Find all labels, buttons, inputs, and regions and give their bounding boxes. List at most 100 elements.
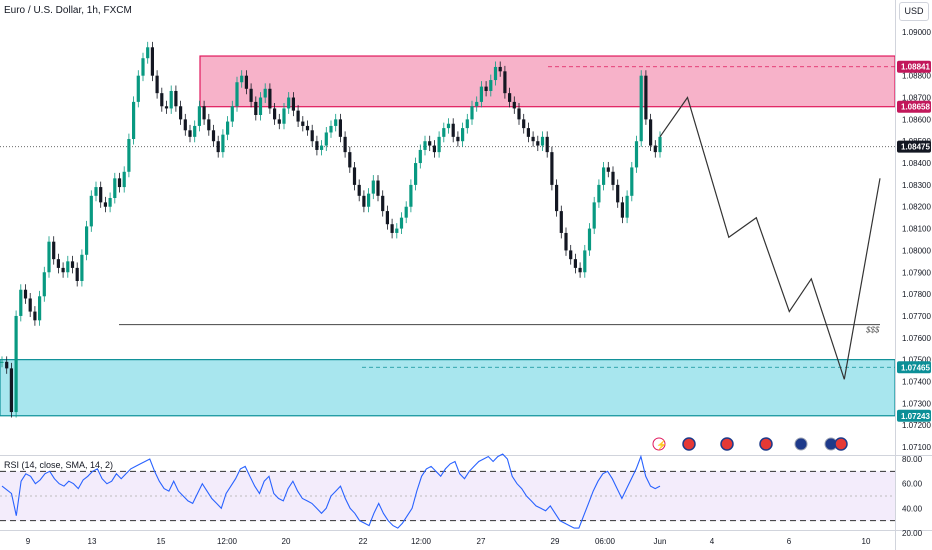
time-tick: 4	[710, 537, 715, 546]
candle-body	[19, 289, 23, 316]
candle-body	[70, 261, 75, 268]
candle-body	[432, 145, 436, 153]
candle-body	[442, 128, 446, 137]
candle-body	[489, 80, 493, 91]
demand-zone	[0, 359, 896, 417]
candle-body	[216, 141, 220, 153]
price-badge	[897, 361, 931, 374]
time-tick: 12:00	[217, 537, 238, 546]
rsi-tick: 80.00	[902, 455, 923, 464]
candle-body	[197, 106, 201, 126]
time-axis[interactable]: 9 13 15 12:00 20 22 12:00 27 29 06:00 Jun 4 6 10	[26, 537, 871, 546]
time-tick: 15	[157, 537, 166, 546]
candle-body	[85, 226, 89, 255]
price-badge	[897, 140, 931, 153]
candle-body	[390, 224, 394, 233]
candle-body	[211, 130, 216, 142]
candle-body	[606, 167, 610, 172]
candle-body	[141, 58, 145, 76]
candle-body	[42, 272, 46, 297]
eu-flag-icon[interactable]	[794, 437, 808, 451]
candle-body	[183, 119, 187, 131]
price-tick: 1.07900	[902, 268, 931, 277]
candle-body	[47, 241, 51, 273]
candle-body	[249, 88, 253, 102]
us-flag-icon[interactable]	[720, 437, 734, 451]
candle-body	[414, 163, 418, 185]
price-badge	[897, 100, 931, 113]
candle-body	[587, 228, 592, 251]
candle-body	[277, 119, 281, 124]
us-flag-icon[interactable]	[834, 437, 848, 451]
candle-body	[348, 152, 352, 168]
us-flag-icon[interactable]	[682, 437, 696, 451]
candle-body	[324, 132, 328, 146]
price-tick: 1.08100	[902, 225, 931, 234]
candle-body	[56, 259, 60, 268]
candle-body	[310, 130, 314, 142]
candle-body	[357, 184, 361, 196]
candle-body	[404, 206, 408, 218]
candle-body	[305, 125, 310, 131]
candle-body	[160, 93, 164, 107]
rsi-label: RSI (14, close, SMA, 14, 2)	[4, 460, 114, 470]
candle-body	[385, 211, 389, 225]
price-badge	[897, 409, 931, 422]
candle-body	[465, 119, 469, 129]
candle-body	[221, 134, 225, 153]
candle-body	[287, 97, 291, 109]
candle-body	[273, 108, 277, 120]
currency-button[interactable]: USD	[899, 2, 929, 21]
candle-body	[634, 141, 639, 168]
candle-body	[517, 108, 521, 120]
lightning-event-icon[interactable]	[652, 437, 666, 451]
candle-body	[564, 232, 568, 251]
price-badge-text: 1.07243	[901, 412, 930, 421]
candle-body	[522, 119, 526, 129]
candle-body	[531, 136, 535, 142]
candle-body	[338, 119, 342, 137]
candle-body	[193, 125, 197, 137]
candle-body	[550, 152, 554, 185]
candle-body	[202, 106, 206, 120]
candle-body	[174, 90, 178, 107]
price-tick: 1.07400	[902, 377, 931, 386]
us-flag-icon[interactable]	[759, 437, 773, 451]
candle-body	[89, 195, 93, 227]
price-axis[interactable]: 1.090001.088001.087001.086001.085001.084…	[902, 28, 931, 452]
chart-title: Euro / U.S. Dollar, 1h, FXCM	[4, 5, 132, 16]
candle-body	[108, 198, 112, 207]
price-tick: 1.08200	[902, 203, 931, 212]
candle-body	[616, 184, 620, 203]
candle-body	[320, 145, 324, 150]
price-tick: 1.09000	[902, 28, 931, 37]
candle-body	[381, 195, 385, 212]
candle-body	[169, 90, 173, 109]
liquidity-label: $$$	[865, 326, 880, 335]
time-tick: 9	[26, 537, 31, 546]
projection-path	[659, 96, 881, 380]
price-badge-text: 1.08475	[901, 143, 930, 152]
candle-body	[639, 75, 643, 142]
candle-body	[569, 250, 573, 260]
price-tick: 1.07200	[902, 421, 931, 430]
economic-events[interactable]: ⚡	[652, 437, 848, 451]
candle-body	[240, 75, 244, 83]
time-tick: 12:00	[411, 537, 432, 546]
price-tick: 1.08600	[902, 115, 931, 124]
candle-body	[362, 195, 366, 207]
candle-body	[188, 130, 192, 137]
candle-body	[526, 128, 530, 137]
candle-body	[315, 141, 319, 150]
candle-body	[484, 86, 488, 91]
candle-body	[207, 119, 211, 131]
candle-body	[437, 136, 441, 153]
candle-body	[625, 195, 629, 218]
candle-body	[230, 106, 234, 122]
price-tick: 1.07100	[902, 443, 931, 452]
candle-body	[122, 171, 126, 188]
candle-body	[5, 361, 9, 369]
time-tick: 06:00	[595, 537, 616, 546]
price-tick: 1.08400	[902, 159, 931, 168]
